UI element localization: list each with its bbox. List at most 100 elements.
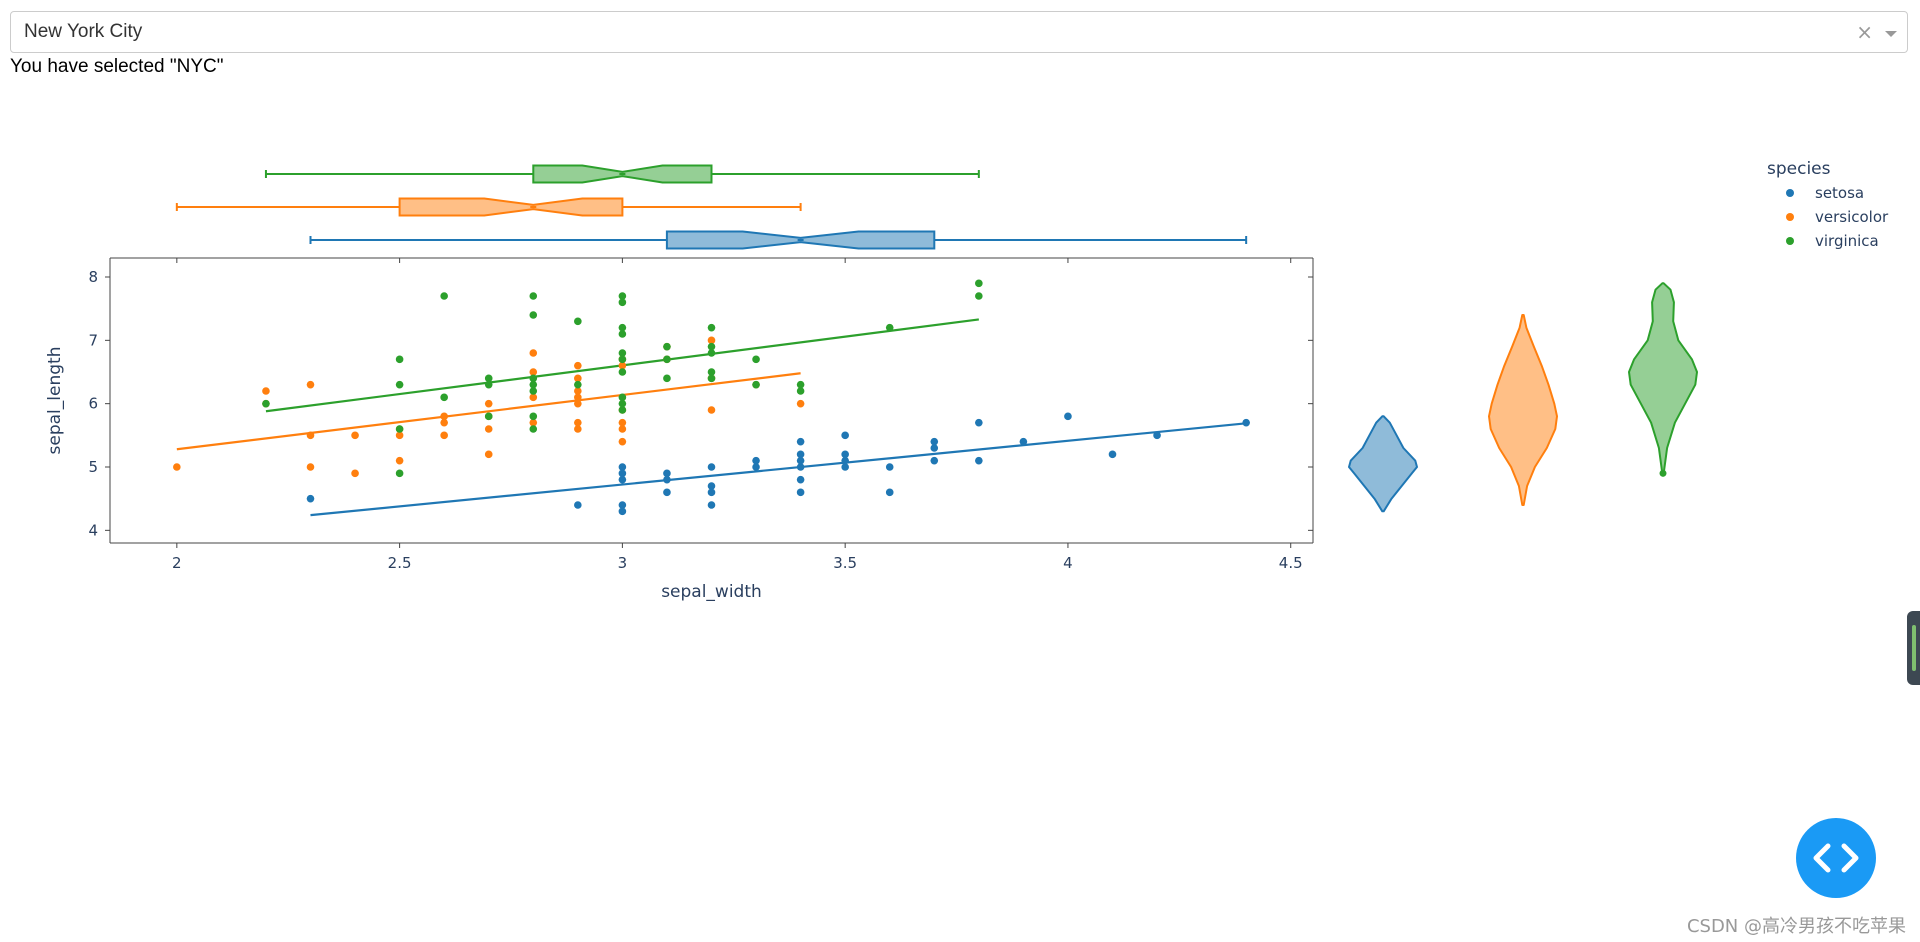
point-setosa: [930, 437, 939, 446]
point-versicolor: [574, 361, 582, 370]
point-setosa: [975, 456, 983, 465]
point-setosa: [618, 469, 627, 478]
axis-labels: sepal_width sepal_length: [45, 347, 762, 602]
point-setosa: [752, 456, 760, 465]
side-widget-handle[interactable]: [1907, 611, 1920, 685]
point-versicolor: [306, 463, 315, 471]
point-setosa: [707, 488, 716, 497]
point-versicolor: [351, 431, 359, 440]
point-setosa: [796, 437, 805, 446]
y-tick-label: 8: [88, 268, 98, 286]
scatter-axes-frame: [109, 257, 1314, 544]
clear-icon[interactable]: ×: [1856, 20, 1873, 44]
dropdown-toggle[interactable]: [1881, 12, 1907, 52]
point-setosa: [306, 494, 315, 503]
x-tick-label: 4.5: [1279, 554, 1303, 572]
legend-label-versicolor: versicolor: [1815, 208, 1889, 226]
point-virginica: [529, 380, 538, 389]
point-setosa: [975, 418, 983, 427]
point-virginica: [796, 387, 805, 395]
point-setosa: [930, 444, 939, 452]
point-virginica: [484, 380, 493, 389]
point-setosa: [841, 450, 849, 459]
point-setosa: [707, 463, 716, 471]
y-tick-label: 5: [88, 458, 98, 476]
violin-setosa: [1348, 415, 1418, 513]
point-versicolor: [529, 393, 538, 402]
point-setosa: [618, 501, 627, 509]
point-versicolor: [395, 431, 404, 440]
box-versicolor: [398, 197, 624, 217]
point-setosa: [618, 507, 627, 516]
x-tick-label: 4: [1063, 554, 1073, 572]
point-setosa: [885, 463, 894, 471]
point-versicolor: [173, 463, 181, 471]
point-versicolor: [574, 374, 582, 383]
point-virginica: [529, 412, 538, 421]
point-versicolor: [618, 361, 627, 370]
code-toggle-button[interactable]: [1796, 818, 1876, 898]
x-tick-label: 2.5: [388, 554, 412, 572]
code-brackets-icon: [1813, 843, 1859, 873]
point-setosa: [796, 450, 805, 459]
chevron-down-icon: [1885, 31, 1897, 37]
point-virginica: [618, 399, 627, 408]
point-virginica: [395, 425, 404, 433]
point-setosa: [707, 482, 716, 490]
dropdown-selected-value: New York City: [24, 21, 143, 42]
point-setosa: [796, 456, 805, 465]
point-versicolor: [440, 412, 448, 421]
x-tick-label: 2: [172, 554, 182, 572]
city-dropdown[interactable]: New York City ×: [10, 11, 1908, 53]
point-virginica: [975, 292, 983, 300]
point-versicolor: [574, 399, 582, 408]
scatter-points: [173, 279, 1250, 516]
point-setosa: [663, 475, 671, 484]
side-widget-indicator: [1912, 625, 1916, 671]
point-virginica: [529, 425, 538, 433]
x-tick-label: 3.5: [833, 554, 857, 572]
point-virginica: [484, 374, 493, 383]
point-versicolor: [395, 456, 404, 465]
point-setosa: [1153, 431, 1161, 440]
point-virginica: [618, 368, 627, 376]
point-setosa: [618, 475, 627, 484]
point-virginica: [752, 355, 760, 364]
point-versicolor: [574, 393, 582, 402]
point-setosa: [885, 488, 894, 497]
point-setosa: [841, 431, 849, 440]
iris-figure[interactable]: 2 2.5 3 3.5 4 4.5 4 5 6 7 8 sepal_width sepal_lengt…: [0, 100, 1920, 620]
point-versicolor: [484, 399, 493, 408]
point-virginica: [574, 317, 582, 326]
legend-marker-setosa: [1786, 189, 1794, 197]
point-setosa: [841, 463, 849, 471]
point-versicolor: [574, 387, 582, 395]
point-versicolor: [351, 469, 359, 478]
point-setosa: [663, 488, 671, 497]
violin-virginica: [1628, 282, 1698, 475]
point-virginica: [618, 292, 627, 300]
point-virginica: [440, 393, 448, 402]
point-setosa: [1019, 437, 1028, 446]
legend-label-virginica: virginica: [1815, 232, 1879, 250]
point-versicolor: [796, 399, 805, 408]
point-setosa: [1064, 412, 1072, 421]
point-versicolor: [618, 425, 627, 433]
point-virginica: [618, 323, 627, 332]
point-virginica: [663, 374, 671, 383]
x-tick-label: 3: [618, 554, 628, 572]
point-virginica: [529, 311, 538, 319]
point-virginica: [663, 342, 671, 351]
point-virginica: [707, 374, 716, 383]
point-virginica: [529, 387, 538, 395]
y-tick-label: 7: [88, 331, 98, 349]
point-virginica: [440, 292, 448, 300]
point-virginica: [707, 323, 716, 332]
point-setosa: [1242, 418, 1250, 427]
point-virginica: [885, 323, 894, 332]
legend-label-setosa: setosa: [1815, 184, 1864, 202]
point-versicolor: [484, 425, 493, 433]
point-versicolor: [440, 418, 448, 427]
legend-title: species: [1767, 159, 1831, 179]
point-virginica: [707, 349, 716, 357]
